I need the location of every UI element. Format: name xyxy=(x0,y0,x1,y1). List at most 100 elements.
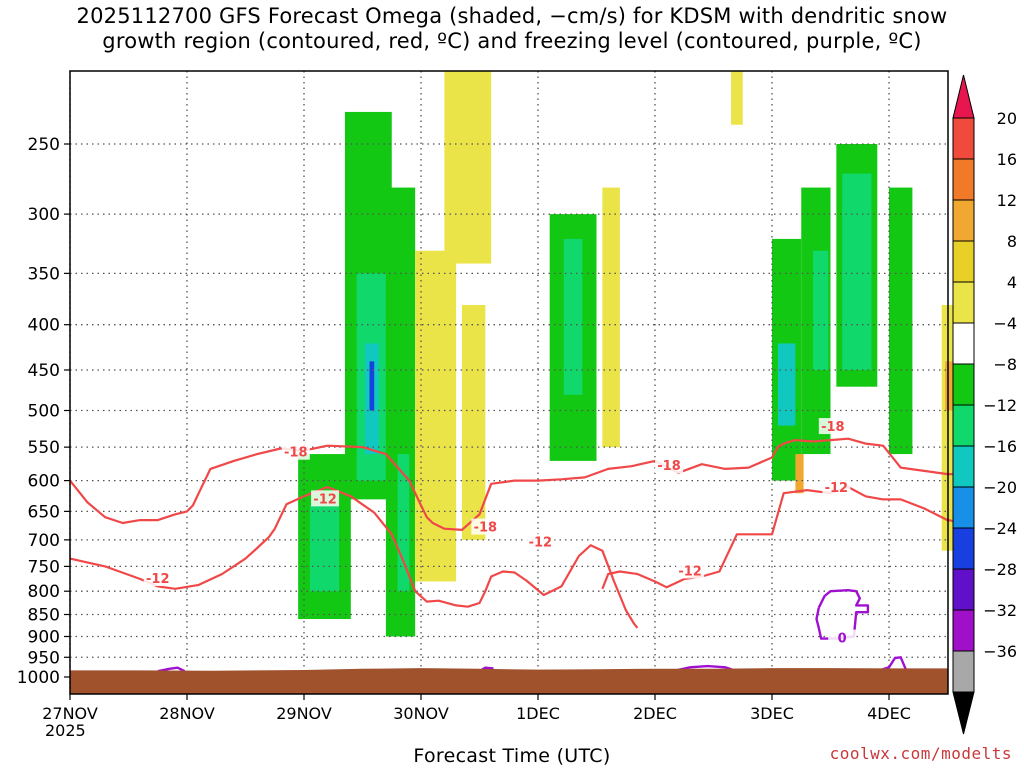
x-axis-title: Forecast Time (UTC) xyxy=(413,745,611,767)
y-tick-label-4: 450 xyxy=(28,361,60,381)
y-tick-label-14: 950 xyxy=(28,648,60,668)
omega-cell-24 xyxy=(795,454,804,494)
plot-border xyxy=(69,70,949,695)
colorbar-box-8 xyxy=(952,445,975,488)
x-tick-label-7: 4DEC xyxy=(867,704,911,723)
y-tick-label-10: 750 xyxy=(28,557,60,577)
colorbar-box-9 xyxy=(952,486,975,529)
contour-label-1: -12 xyxy=(313,492,337,507)
contour-label-7: -18 xyxy=(821,420,845,435)
omega-cell-1 xyxy=(309,505,340,592)
omega-cell-14 xyxy=(731,71,743,125)
colorbar-label-11: −28 xyxy=(983,560,1017,579)
y-tick-label-7: 600 xyxy=(28,472,60,492)
y-tick-label-12: 850 xyxy=(28,606,60,626)
colorbar: 20 16 12 8 4 −4 −8 −12 −16 −20 −24 −28 −32 −36 xyxy=(952,74,1017,735)
colorbar-box-3 xyxy=(952,240,975,283)
contour-label-6: -12 xyxy=(146,572,170,587)
omega-shading xyxy=(298,71,960,637)
omega-cell-18 xyxy=(812,250,829,370)
colorbar-label-9: −20 xyxy=(983,478,1017,497)
plot-frame xyxy=(69,70,949,695)
x-tick-label-4: 1DEC xyxy=(516,704,560,723)
colorbar-label-8: −16 xyxy=(983,437,1017,456)
colorbar-bottom-arrow xyxy=(952,691,975,735)
colorbar-box-10 xyxy=(952,527,975,570)
contour-label-0: -18 xyxy=(284,446,308,461)
contour-labels: -18 -12 -18 -12 -18 -12 -12 -18 -12 0 xyxy=(143,418,857,647)
y-tick-label-15: 1000 xyxy=(17,668,60,688)
contour-label-8: -12 xyxy=(825,481,849,496)
omega-cell-10 xyxy=(461,304,486,540)
colorbar-box-12 xyxy=(952,609,975,652)
chart-title: 2025112700 GFS Forecast Omega (shaded, −… xyxy=(0,4,1024,54)
dendritic-line-1 xyxy=(69,485,639,629)
colorbar-box-0 xyxy=(952,117,975,160)
omega-cell-5 xyxy=(369,361,375,411)
omega-cell-21 xyxy=(889,187,913,455)
colorbar-box-2 xyxy=(952,199,975,242)
omega-cell-13 xyxy=(602,187,620,448)
colorbar-label-3: 8 xyxy=(1007,232,1017,251)
contour-label-2: -18 xyxy=(474,521,498,536)
contour-label-bg-2 xyxy=(471,518,500,535)
omega-cell-20 xyxy=(842,173,872,370)
y-tick-label-5: 500 xyxy=(28,402,60,422)
y-tick-label-1: 300 xyxy=(28,205,60,225)
dendritic-line-2 xyxy=(601,485,966,590)
omega-cell-7 xyxy=(397,454,410,592)
contour-label-4: -18 xyxy=(657,459,681,474)
x-tick-label-3: 30NOV xyxy=(393,704,449,723)
contour-label-bg-7 xyxy=(818,418,847,435)
contour-label-3: -12 xyxy=(529,536,553,551)
contour-label-bg-0 xyxy=(281,443,310,460)
terrain-fill xyxy=(70,668,948,694)
terrain-band xyxy=(70,668,948,694)
omega-cell-12 xyxy=(563,238,583,395)
colorbar-label-10: −24 xyxy=(983,519,1017,538)
contour-label-9: 0 xyxy=(838,632,847,647)
colorbar-label-5: −4 xyxy=(993,314,1017,333)
freezing-line-2 xyxy=(672,664,738,673)
contour-label-bg-3 xyxy=(526,533,555,550)
x-axis-year: 2025 xyxy=(45,721,86,740)
colorbar-label-7: −12 xyxy=(983,396,1017,415)
contour-label-bg-5 xyxy=(676,562,705,579)
y-tick-label-8: 650 xyxy=(28,502,60,522)
dendritic-line-0 xyxy=(69,437,966,531)
omega-cell-8 xyxy=(415,250,457,582)
colorbar-box-11 xyxy=(952,568,975,611)
contour-label-bg-1 xyxy=(311,490,340,507)
colorbar-box-4 xyxy=(952,281,975,324)
dendritic-contours xyxy=(69,437,966,629)
x-axis: 27NOV 28NOV 29NOV 30NOV 1DEC 2DEC 3DEC 4DEC xyxy=(42,694,911,723)
y-tick-label-9: 700 xyxy=(28,531,60,551)
title-line-2: growth region (contoured, red, ºC) and f… xyxy=(102,29,922,53)
x-tick-label-2: 29NOV xyxy=(276,704,332,723)
watermark-link[interactable]: coolwx.com/modelts xyxy=(829,744,1012,763)
x-tick-label-1: 28NOV xyxy=(159,704,215,723)
colorbar-box-6 xyxy=(952,363,975,406)
colorbar-box-1 xyxy=(952,158,975,201)
colorbar-label-4: 4 xyxy=(1007,273,1017,292)
colorbar-box-13 xyxy=(952,650,975,693)
colorbar-label-0: 20 xyxy=(997,109,1017,128)
y-tick-label-11: 800 xyxy=(28,582,60,602)
colorbar-box-5 xyxy=(952,322,975,365)
x-tick-label-5: 2DEC xyxy=(633,704,677,723)
freezing-line-3 xyxy=(815,589,870,640)
colorbar-top-arrow xyxy=(952,74,975,119)
colorbar-label-13: −36 xyxy=(983,642,1017,661)
x-tick-label-0: 27NOV xyxy=(42,704,98,723)
contour-label-bg-9 xyxy=(828,629,857,646)
y-tick-label-3: 400 xyxy=(28,316,60,336)
y-tick-label-6: 550 xyxy=(28,438,60,458)
omega-cell-23 xyxy=(945,361,954,411)
colorbar-label-6: −8 xyxy=(993,355,1017,374)
y-axis: 2503003504004505005506006507007508008509… xyxy=(17,135,70,688)
y-tick-label-0: 250 xyxy=(28,135,60,155)
title-line-1: 2025112700 GFS Forecast Omega (shaded, −… xyxy=(76,4,948,28)
contour-label-bg-6 xyxy=(143,569,172,586)
x-tick-label-6: 3DEC xyxy=(750,704,794,723)
